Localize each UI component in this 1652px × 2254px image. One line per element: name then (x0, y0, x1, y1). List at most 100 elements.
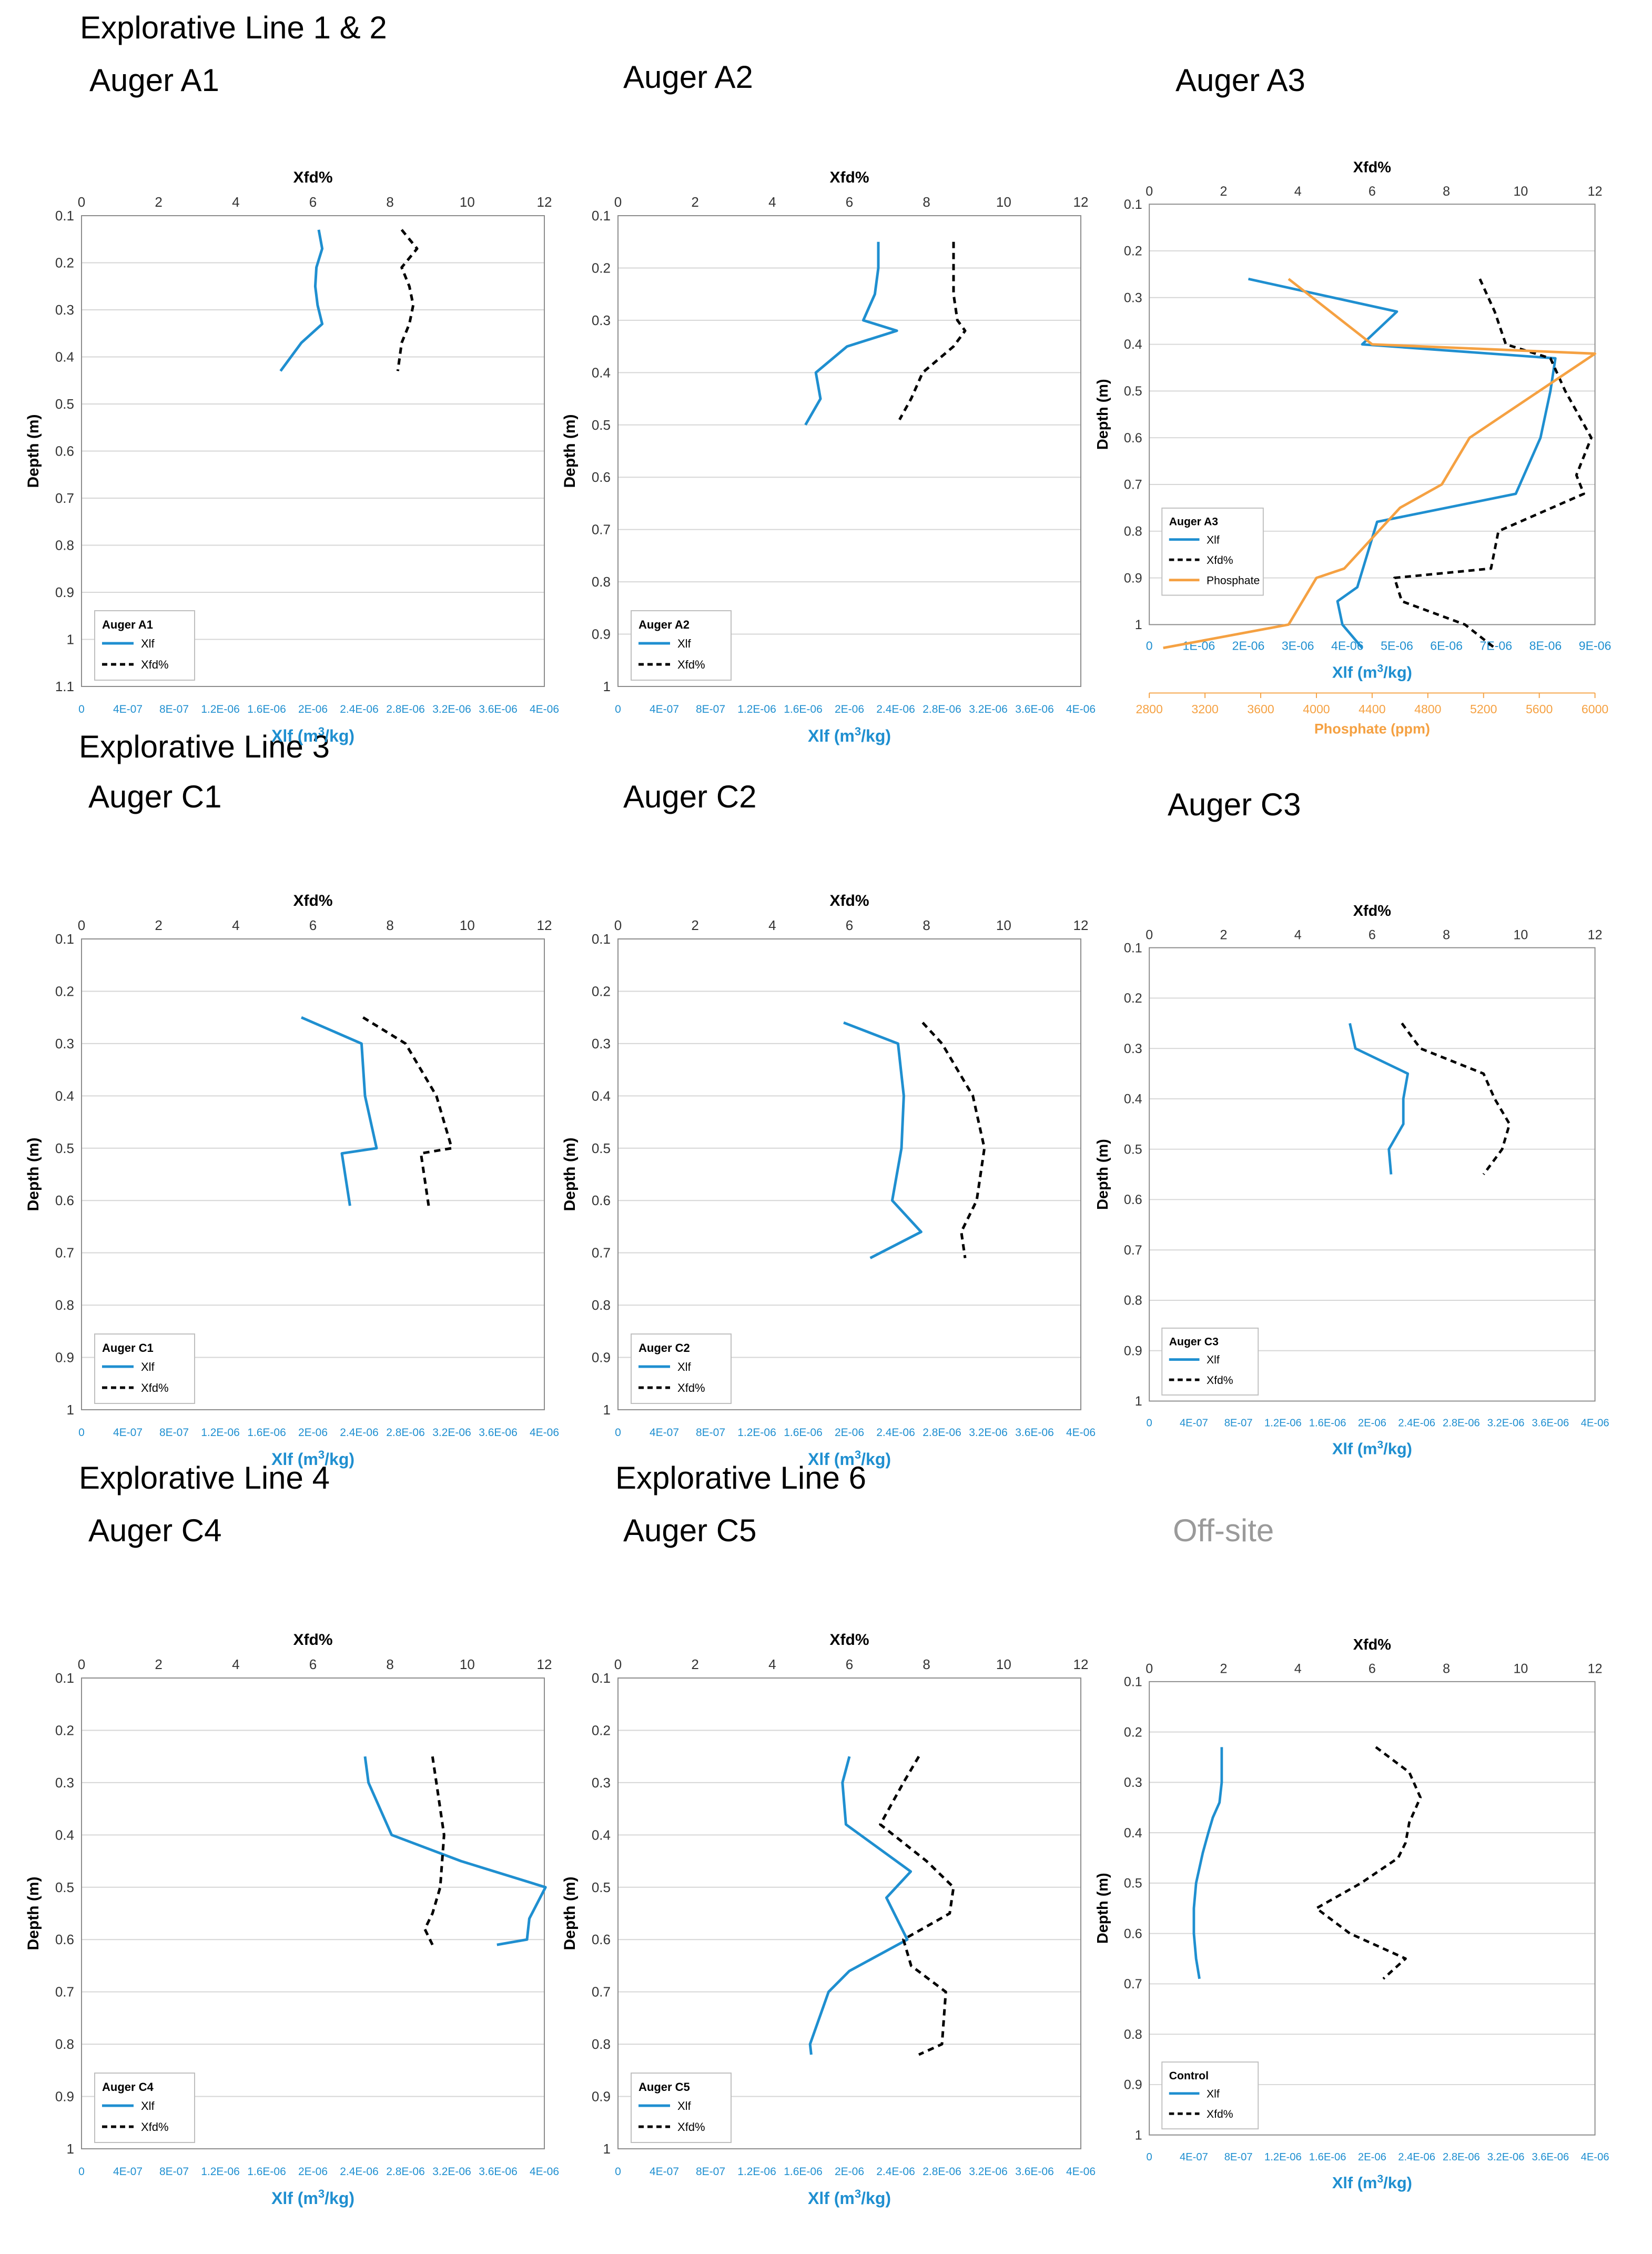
legend-title: Control (1169, 2070, 1209, 2082)
bottom-tick-label: 8E-07 (1224, 2151, 1253, 2163)
top-tick-label: 4 (1294, 927, 1302, 942)
bottom-tick-label: 3.6E-06 (1532, 2151, 1569, 2163)
y-tick-label: 0.8 (592, 1297, 611, 1313)
chart-auger-c3: 0.1 0.2 0.3 0.4 0.5 0.6 0.7 0.8 0.9 1 Xfd% 0 2 4 6 8 10 1… (1094, 903, 1609, 1458)
y-tick-label: 0.8 (1124, 1293, 1142, 1308)
bottom-tick-label: 1.6E-06 (784, 703, 823, 715)
bottom-tick-label: 8E-07 (159, 2166, 189, 2178)
legend-xfd-label: Xfd% (1207, 2108, 1233, 2120)
top-tick-label: 0 (78, 194, 85, 210)
y-tick-label: 0.4 (592, 365, 611, 380)
legend-xlf-label: Xlf (141, 2099, 155, 2113)
top-tick-label: 0 (78, 1656, 85, 1672)
bottom-tick-label: 6E-06 (1430, 639, 1463, 653)
bottom-tick-label: 2E-06 (298, 1427, 328, 1439)
y-tick-label: 0.7 (1124, 1243, 1142, 1258)
y-tick-label: 0.6 (592, 469, 611, 485)
heading-explorative-line-1-2: Explorative Line 1 & 2 (80, 10, 387, 45)
plot-frame (1149, 204, 1596, 625)
y-tick-label: 0.5 (55, 1879, 74, 1895)
bottom-tick-label: 8E-07 (696, 1427, 725, 1439)
top-tick-label: 4 (232, 194, 239, 210)
bottom-tick-label: 4E-07 (650, 703, 679, 715)
y-tick-label: 0.7 (1124, 1977, 1142, 1992)
plot-frame (81, 1677, 545, 2149)
xlf-series-line (301, 1016, 378, 1206)
top-tick-label: 8 (386, 194, 393, 210)
y-tick-label: 0.5 (55, 1140, 74, 1156)
y-tick-label: 0.2 (592, 983, 611, 999)
bottom-tick-label: 0 (1147, 2151, 1152, 2163)
y-tick-label: 0.4 (592, 1827, 611, 1843)
bottom-axis-title: Xlf (m3/kg) (271, 2187, 354, 2208)
bottom-tick-label: 1.2E-06 (201, 1427, 240, 1439)
bottom-tick-label: 2.8E-06 (1443, 1418, 1480, 1429)
y-tick-label: 0.4 (55, 1827, 74, 1843)
bottom-tick-label: 4E-06 (530, 2166, 559, 2178)
y-tick-label: 0.3 (592, 312, 611, 328)
legend-title: Auger A3 (1169, 516, 1219, 528)
y-tick-label: 0.7 (55, 1245, 74, 1261)
heading-explorative-line-4: Explorative Line 4 (79, 1460, 330, 1495)
legend-xlf-label: Xlf (1207, 534, 1220, 546)
legend-box (631, 610, 732, 681)
bottom-tick-label: 2E-06 (835, 2166, 864, 2178)
legend-xfd-label: Xfd% (141, 658, 169, 671)
legend-xlf-label: Xlf (1207, 2088, 1220, 2100)
bottom-tick-label: 3.2E-06 (969, 2166, 1008, 2178)
y-tick-label: 0.4 (55, 349, 74, 365)
xlf-series-line (1349, 1023, 1410, 1175)
bottom-tick-label: 8E-07 (696, 703, 725, 715)
top-tick-label: 4 (232, 917, 239, 933)
bottom-axis-title: Xlf (m3/kg) (1332, 662, 1412, 682)
xfd-series-line (898, 241, 967, 421)
plot-frame (1149, 1681, 1596, 2136)
heading-auger-a2: Auger A2 (623, 59, 753, 95)
bottom-axis-title: Xlf (m3/kg) (808, 725, 891, 746)
bottom-tick-label: 4E-07 (1180, 2151, 1208, 2163)
bottom-tick-label: 4E-06 (1066, 1427, 1096, 1439)
top-tick-label: 8 (923, 1656, 930, 1672)
y-tick-label: 0.1 (1124, 1675, 1142, 1690)
y-tick-label: 0.9 (592, 1350, 611, 1366)
chart-auger-c1: 0.1 0.2 0.3 0.4 0.5 0.6 0.7 0.8 0.9 1 Xfd% 0 2 4 6 8 10 1… (25, 892, 559, 1469)
y-tick-label: 0.1 (592, 931, 611, 947)
bottom-tick-label: 3.2E-06 (432, 703, 471, 715)
y-tick-label: 0.5 (1124, 384, 1142, 399)
chart-control: 0.1 0.2 0.3 0.4 0.5 0.6 0.7 0.8 0.9 1 Xfd% 0 2 4 6 8 10 1… (1094, 1636, 1609, 2192)
bottom-tick-label: 4E-06 (530, 703, 559, 715)
legend-title: Auger A2 (638, 618, 690, 631)
bottom-tick-label: 4E-07 (650, 1427, 679, 1439)
top-tick-label: 0 (614, 1656, 622, 1672)
top-tick-label: 12 (1073, 194, 1089, 210)
y-tick-label: 1 (67, 632, 74, 648)
phosphate-series-line (1163, 278, 1596, 650)
bottom-tick-label: 3.6E-06 (1532, 1418, 1569, 1429)
bottom-axis-title: Xlf (m3/kg) (271, 1448, 354, 1469)
legend-xlf-label: Xlf (141, 637, 155, 650)
legend-xfd-label: Xfd% (141, 1381, 169, 1394)
y-tick-label: 0.6 (55, 443, 74, 459)
bottom-tick-label: 1.6E-06 (247, 1427, 286, 1439)
top-tick-label: 8 (1443, 1661, 1450, 1676)
y-tick-label: 1 (1135, 618, 1142, 632)
top-axis-title: Xfd% (830, 169, 869, 186)
bottom-tick-label: 2E-06 (298, 703, 328, 715)
legend-xlf-label: Xlf (1207, 1354, 1220, 1366)
heading-auger-c4: Auger C4 (88, 1513, 222, 1548)
bottom-tick-label: 2E-06 (1358, 2151, 1386, 2163)
legend-box (1161, 1327, 1259, 1396)
left-axis-title: Depth (m) (25, 415, 42, 488)
top-tick-label: 6 (309, 1656, 317, 1672)
bottom-tick-label: 8E-07 (696, 2166, 725, 2178)
y-tick-label: 0.2 (592, 1722, 611, 1738)
bottom-tick-label: 8E-07 (159, 1427, 189, 1439)
y-tick-label: 0.9 (55, 584, 74, 600)
xfd-series-line (1401, 1022, 1511, 1176)
heading-auger-c2: Auger C2 (623, 779, 757, 814)
bottom-tick-label: 3.6E-06 (1015, 1427, 1054, 1439)
top-tick-label: 4 (768, 1656, 776, 1672)
bottom-tick-label: 4E-07 (1180, 1418, 1208, 1429)
top-axis-title: Xfd% (1353, 159, 1391, 176)
top-tick-label: 8 (1443, 927, 1450, 942)
